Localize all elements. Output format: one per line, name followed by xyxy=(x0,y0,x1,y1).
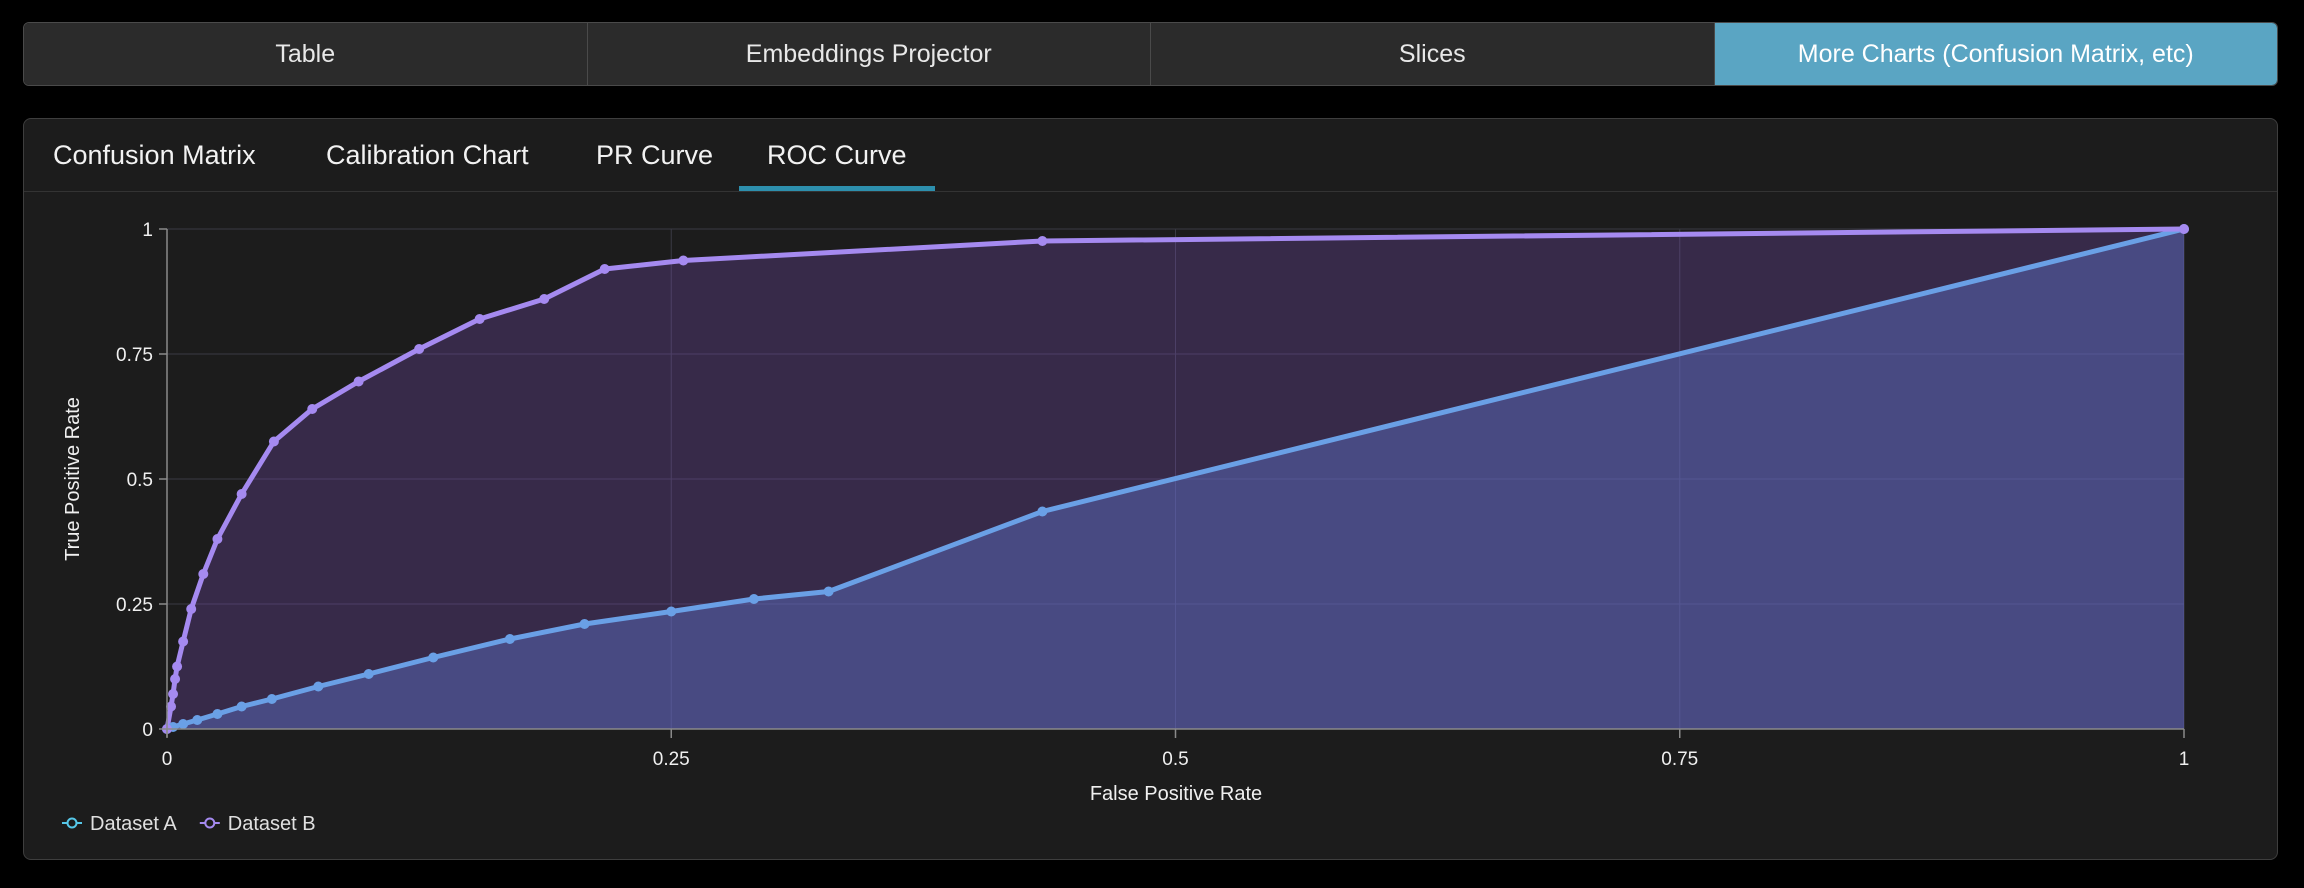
legend-label: Dataset B xyxy=(228,813,316,835)
legend-swatch-marker xyxy=(66,817,78,829)
data-point[interactable] xyxy=(313,681,324,692)
legend-swatch-marker xyxy=(204,817,216,829)
data-point[interactable] xyxy=(172,661,183,672)
data-point[interactable] xyxy=(678,255,689,266)
tab-confusion-matrix[interactable]: Confusion Matrix xyxy=(53,119,256,191)
data-point[interactable] xyxy=(212,534,223,544)
tab-confusion-matrix-label: Confusion Matrix xyxy=(53,139,256,170)
data-point[interactable] xyxy=(539,294,550,304)
view-selector: Table Embeddings Projector Slices More C… xyxy=(23,22,2278,86)
data-point[interactable] xyxy=(236,701,247,712)
table-tab-button[interactable]: Table xyxy=(24,23,588,85)
slices-tab-button[interactable]: Slices xyxy=(1151,23,1715,85)
y-tick-label: 0.25 xyxy=(116,595,153,616)
x-tick-label: 0.25 xyxy=(653,749,690,770)
data-point[interactable] xyxy=(363,669,374,679)
data-point[interactable] xyxy=(212,709,223,719)
data-point[interactable] xyxy=(353,376,364,387)
data-point[interactable] xyxy=(474,314,485,324)
active-tab-indicator xyxy=(739,186,935,191)
legend-item-1[interactable]: Dataset B xyxy=(199,813,316,835)
more-charts-tab-button[interactable]: More Charts (Confusion Matrix, etc) xyxy=(1714,23,2277,85)
data-point[interactable] xyxy=(268,436,279,447)
data-point[interactable] xyxy=(266,694,277,704)
chart-legend: Dataset A Dataset B xyxy=(62,813,316,835)
x-tick-label: 0 xyxy=(162,749,173,770)
chart-type-tabs: Confusion Matrix Calibration Chart PR Cu… xyxy=(24,119,2277,192)
y-axis-title: True Positive Rate xyxy=(62,397,84,561)
tab-pr-curve[interactable]: PR Curve xyxy=(596,119,713,191)
data-point[interactable] xyxy=(166,701,177,712)
data-point[interactable] xyxy=(307,404,318,414)
x-tick-label: 1 xyxy=(2179,749,2190,770)
data-point[interactable] xyxy=(1037,506,1048,517)
data-point[interactable] xyxy=(168,689,179,699)
legend-label: Dataset A xyxy=(90,813,177,835)
y-tick-label: 0.5 xyxy=(127,470,153,491)
data-point[interactable] xyxy=(236,489,247,499)
embeddings-projector-tab-button[interactable]: Embeddings Projector xyxy=(587,23,1151,85)
data-point[interactable] xyxy=(823,586,834,597)
data-point[interactable] xyxy=(198,569,209,579)
y-tick-label: 0.75 xyxy=(116,345,153,366)
data-point[interactable] xyxy=(504,634,515,644)
x-tick-label: 0.5 xyxy=(1162,749,1188,770)
x-tick-label: 0.75 xyxy=(1661,749,1698,770)
data-point[interactable] xyxy=(178,719,189,729)
data-point[interactable] xyxy=(428,652,439,663)
tab-calibration-chart-label: Calibration Chart xyxy=(326,139,529,170)
tab-calibration-chart[interactable]: Calibration Chart xyxy=(326,119,529,191)
data-point[interactable] xyxy=(1037,236,1048,246)
tab-roc-curve-label: ROC Curve xyxy=(767,139,907,170)
data-point[interactable] xyxy=(186,604,197,614)
y-tick-label: 0 xyxy=(142,720,153,741)
data-point[interactable] xyxy=(666,606,677,617)
legend-item-0[interactable]: Dataset A xyxy=(62,813,177,835)
charts-panel: Confusion Matrix Calibration Chart PR Cu… xyxy=(23,118,2278,860)
data-point[interactable] xyxy=(178,636,189,647)
tab-pr-curve-label: PR Curve xyxy=(596,139,714,170)
data-point[interactable] xyxy=(170,674,181,684)
data-point[interactable] xyxy=(192,715,203,725)
y-tick-label: 1 xyxy=(142,220,153,241)
roc-chart: 0 0.25 0.5 0.75 1 0 0.25 0.5 0.75 1 False Positiv… xyxy=(62,220,2190,835)
data-point[interactable] xyxy=(748,594,759,604)
tab-roc-curve[interactable]: ROC Curve xyxy=(739,119,935,191)
x-axis-title: False Positive Rate xyxy=(1090,783,1262,805)
data-point[interactable] xyxy=(2179,224,2189,234)
data-point[interactable] xyxy=(414,344,425,354)
data-point[interactable] xyxy=(599,264,610,274)
data-point[interactable] xyxy=(579,619,590,629)
